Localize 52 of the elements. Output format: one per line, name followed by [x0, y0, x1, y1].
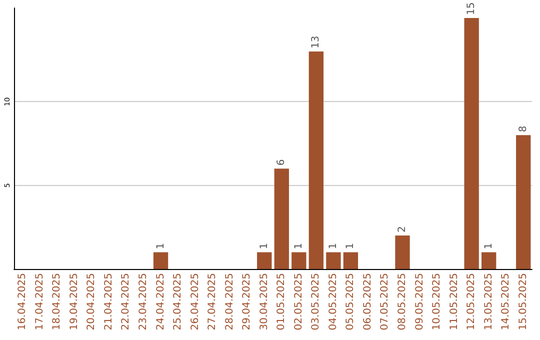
- x-tick-label: 23.04.2025: [138, 273, 149, 330]
- x-tick-label: 24.04.2025: [155, 273, 166, 330]
- bar: [464, 18, 479, 269]
- x-tick-label: 25.04.2025: [172, 273, 184, 330]
- x-tick-label: 08.05.2025: [397, 273, 408, 330]
- x-tick-label: 11.05.2025: [448, 273, 460, 330]
- data-label: 2: [397, 226, 408, 233]
- data-label: 8: [518, 126, 529, 132]
- bar: [308, 52, 324, 269]
- x-tick-label: 13.05.2025: [483, 273, 494, 330]
- x-tick-label: 02.05.2025: [293, 273, 304, 330]
- x-tick-label: 29.04.2025: [242, 273, 253, 330]
- data-label: 1: [293, 242, 304, 250]
- x-tick-label: 19.04.2025: [68, 273, 80, 330]
- x-tick-label: 18.04.2025: [52, 273, 63, 330]
- data-label: 15: [466, 2, 478, 16]
- x-tick-label: 06.05.2025: [362, 273, 374, 330]
- x-tick-label: 27.04.2025: [207, 273, 218, 330]
- x-tick-label: 30.04.2025: [258, 273, 270, 330]
- x-tick-label: 01.05.2025: [276, 273, 288, 330]
- bar: [516, 135, 531, 269]
- data-label: 1: [155, 242, 166, 250]
- x-tick-label: 16.04.2025: [17, 273, 28, 330]
- x-tick-label: 22.04.2025: [120, 273, 132, 330]
- data-label: 1: [328, 242, 339, 250]
- x-tick-label: 12.05.2025: [466, 273, 478, 330]
- x-tick-label: 26.04.2025: [190, 273, 201, 330]
- bar: [343, 252, 358, 269]
- x-tick-label: 15.05.2025: [518, 273, 529, 330]
- x-tick-label: 03.05.2025: [310, 273, 322, 330]
- x-tick-label: 10.05.2025: [432, 273, 443, 330]
- data-label: 1: [483, 242, 494, 250]
- x-tick-label: 07.05.2025: [380, 273, 391, 330]
- x-tick-label: 20.04.2025: [86, 273, 98, 330]
- bar: [153, 252, 168, 269]
- x-tick-label: 17.04.2025: [34, 273, 46, 330]
- x-tick-label: 21.04.2025: [103, 273, 114, 330]
- bar: [292, 252, 306, 269]
- data-label: 13: [310, 36, 322, 48]
- bar: [481, 252, 496, 269]
- data-label: 1: [345, 242, 356, 250]
- x-tick-label: 09.05.2025: [414, 273, 426, 330]
- data-label: 1: [258, 242, 270, 250]
- bar: [274, 168, 289, 269]
- bar: [326, 252, 341, 269]
- data-label: 6: [276, 159, 288, 166]
- x-tick-label: 14.05.2025: [500, 273, 512, 330]
- bar: [395, 236, 410, 269]
- x-tick-label: 05.05.2025: [345, 273, 356, 330]
- x-tick-label: 04.05.2025: [328, 273, 339, 330]
- bar: [257, 252, 272, 269]
- x-tick-label: 28.04.2025: [224, 273, 236, 330]
